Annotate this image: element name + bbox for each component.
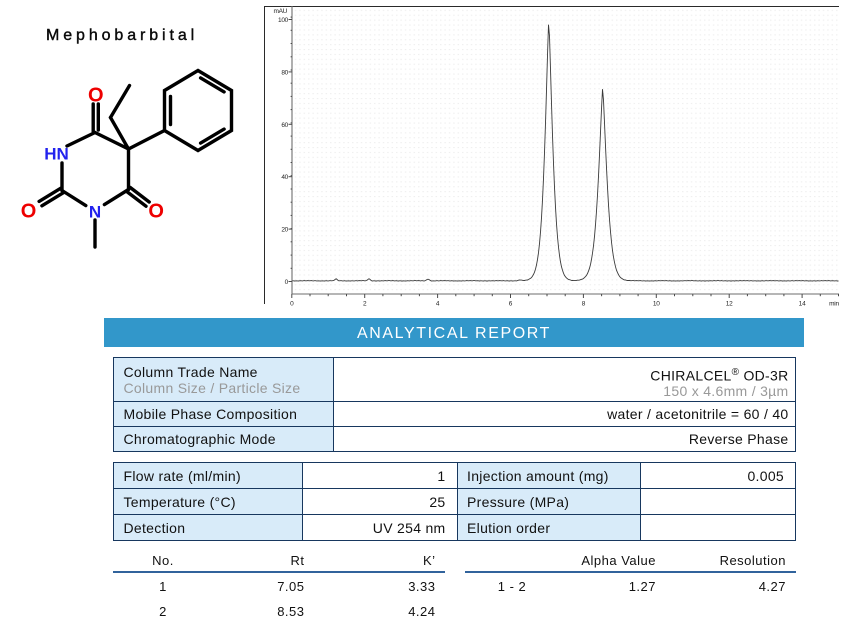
svg-text:2: 2 xyxy=(363,301,367,308)
svg-text:20: 20 xyxy=(281,227,288,234)
svg-text:14: 14 xyxy=(799,301,806,308)
svg-text:6: 6 xyxy=(509,301,513,308)
svg-text:O: O xyxy=(21,200,37,222)
svg-text:10: 10 xyxy=(653,301,660,308)
svg-text:min: min xyxy=(829,301,839,308)
svg-text:80: 80 xyxy=(281,69,288,76)
svg-text:mAU: mAU xyxy=(273,8,287,15)
svg-text:N: N xyxy=(89,202,101,221)
svg-text:8: 8 xyxy=(582,301,586,308)
svg-text:O: O xyxy=(148,200,164,222)
svg-text:HN: HN xyxy=(44,144,69,163)
svg-text:O: O xyxy=(88,84,104,106)
svg-text:4: 4 xyxy=(436,301,440,308)
svg-text:0: 0 xyxy=(290,301,294,308)
svg-text:100: 100 xyxy=(278,17,289,24)
svg-text:60: 60 xyxy=(281,122,288,129)
svg-text:0: 0 xyxy=(285,279,289,286)
svg-text:12: 12 xyxy=(726,301,733,308)
svg-text:40: 40 xyxy=(281,174,288,181)
